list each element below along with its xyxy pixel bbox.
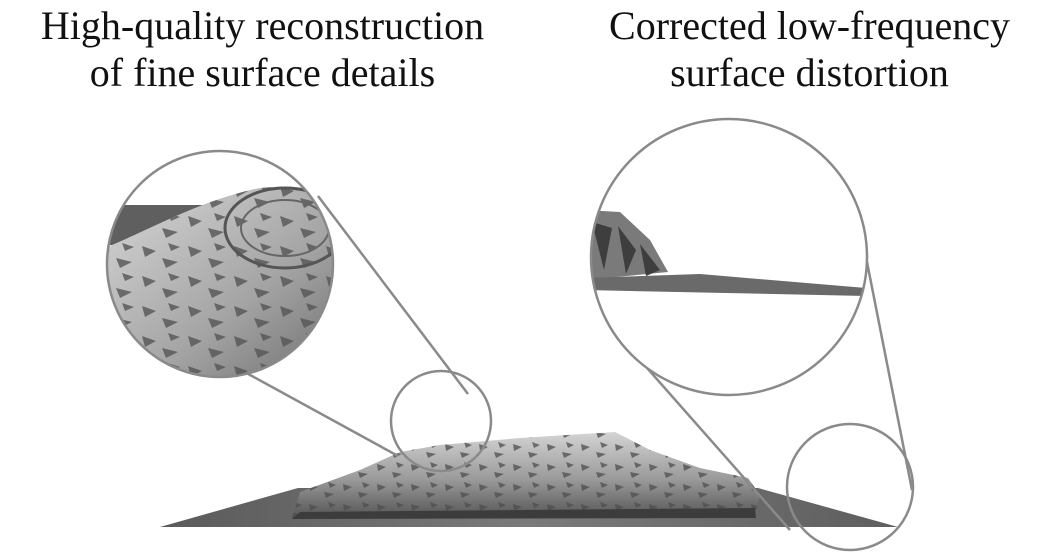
zoom-line-right-upper: [864, 256, 914, 491]
caption-left-line-2: of fine surface details: [89, 50, 436, 95]
caption-left-line-1: High-quality reconstruction: [40, 3, 485, 48]
zoom-source-circle-left: [389, 369, 493, 473]
zoom-inset-fine-details: [105, 149, 335, 379]
caption-fine-details: High-quality reconstruction of fine surf…: [0, 2, 525, 96]
caption-low-frequency: Corrected low-frequency surface distorti…: [560, 2, 1059, 96]
caption-right-line-1: Corrected low-frequency: [609, 3, 1010, 48]
tablet-object: [292, 432, 760, 519]
zoom-inset-distortion: [589, 117, 869, 397]
zoom-source-circle-right: [785, 422, 915, 552]
zoom-line-right-lower: [639, 359, 791, 531]
zoom-line-left-upper: [317, 195, 469, 395]
caption-right-line-2: surface distortion: [670, 50, 949, 95]
